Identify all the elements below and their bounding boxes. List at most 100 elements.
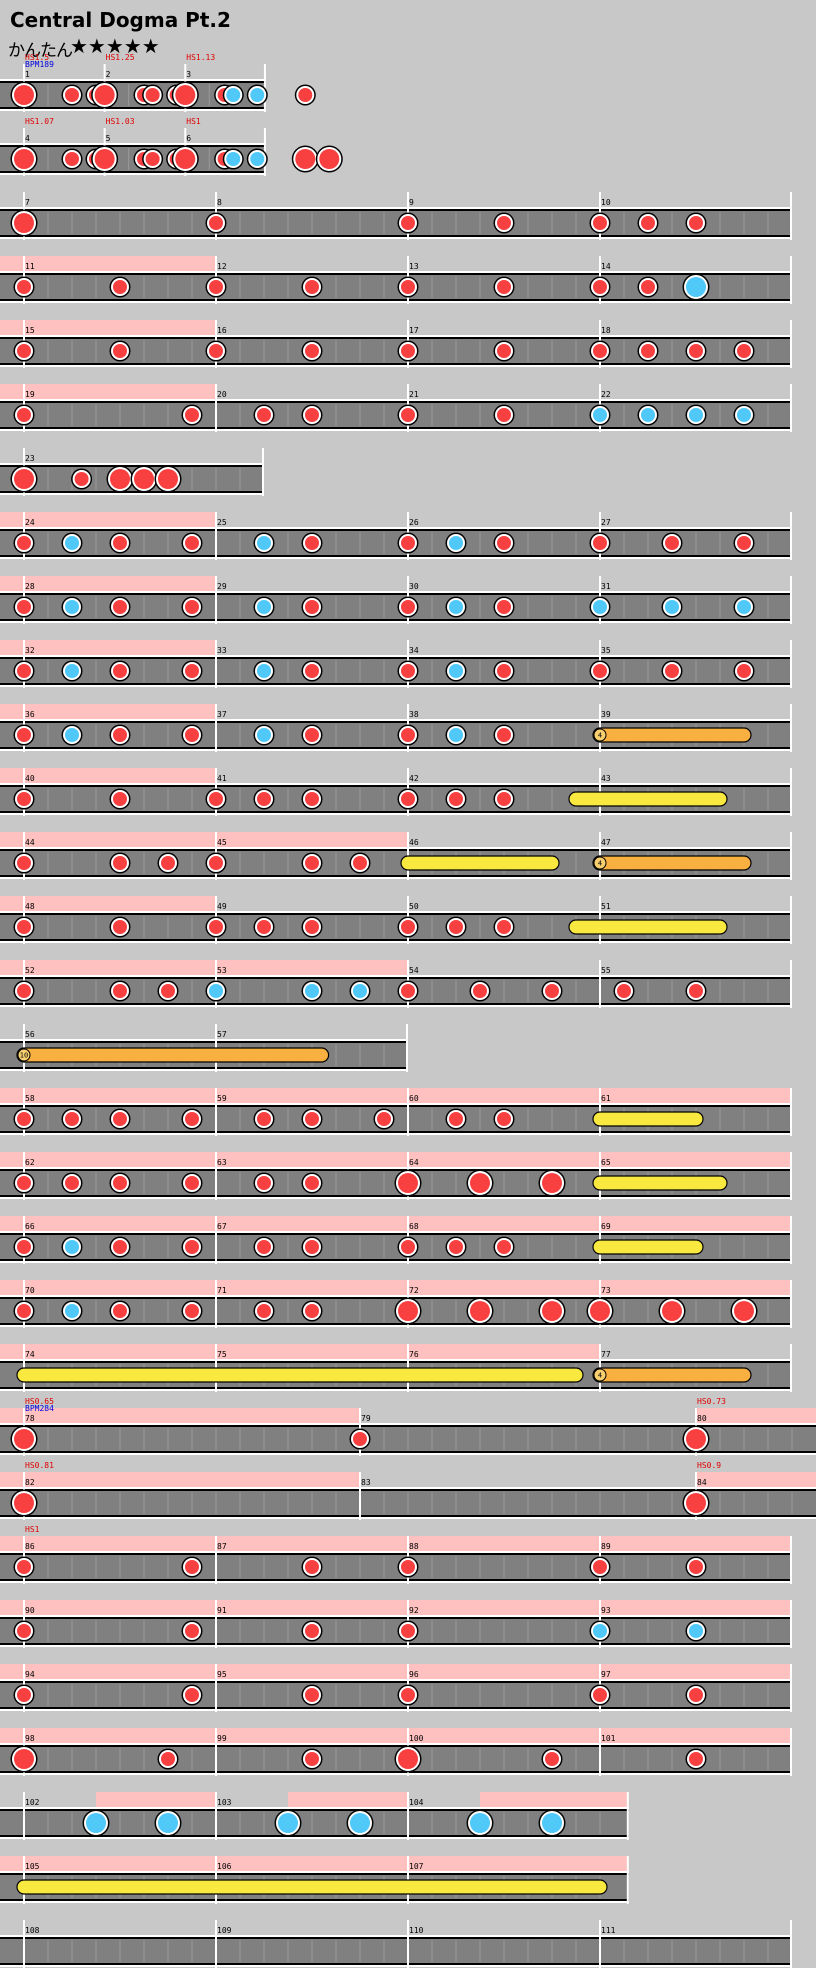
don-note	[401, 216, 415, 230]
don-note	[257, 1304, 271, 1318]
measure-number: 83	[361, 1478, 371, 1487]
measure-number: 91	[217, 1606, 227, 1615]
ka-note	[257, 664, 271, 678]
don-note	[113, 920, 127, 934]
ka-note	[449, 664, 463, 678]
don-note	[113, 856, 127, 870]
measure-number: 96	[409, 1670, 419, 1679]
don-note	[185, 1176, 199, 1190]
lane-border	[0, 721, 792, 723]
don-note	[401, 792, 415, 806]
don-note	[185, 728, 199, 742]
lane-rim	[0, 143, 266, 145]
lane-rim	[0, 1133, 792, 1135]
measure-number: 57	[217, 1030, 227, 1039]
measure-number: 108	[25, 1926, 40, 1935]
don-note	[65, 88, 79, 102]
don-note	[113, 1176, 127, 1190]
don-note	[353, 856, 367, 870]
lane-border	[0, 235, 792, 237]
measure-number: 87	[217, 1542, 227, 1551]
don-note	[161, 856, 175, 870]
measure-number: 76	[409, 1350, 419, 1359]
measure-number: 13	[409, 262, 419, 271]
don-note	[17, 1240, 31, 1254]
don-note	[305, 1560, 319, 1574]
lane	[0, 1554, 792, 1580]
lane-rim	[0, 1965, 792, 1967]
don-note	[401, 984, 415, 998]
lane-rim	[0, 1581, 792, 1583]
don-note	[401, 1240, 415, 1254]
don-note	[113, 664, 127, 678]
measure-number: 86	[25, 1542, 35, 1551]
measure-number: 45	[217, 838, 227, 847]
measure-number: 7	[25, 198, 30, 207]
balloon-count: 4	[598, 732, 602, 740]
lane-rim	[0, 173, 266, 175]
lane-rim	[0, 1261, 792, 1263]
big-don-note	[14, 1749, 34, 1769]
ka-note	[665, 600, 679, 614]
scroll-speed-label: HS1.25	[106, 53, 135, 62]
scroll-speed-label: HS1	[186, 117, 201, 126]
lane-border	[0, 81, 266, 83]
lane-rim	[0, 1103, 792, 1105]
lane-rim	[0, 1551, 792, 1553]
measure-number: 15	[25, 326, 35, 335]
don-note	[305, 1112, 319, 1126]
drumroll-note	[17, 1368, 583, 1382]
don-note	[305, 1752, 319, 1766]
don-note	[65, 152, 79, 166]
lane-border	[0, 209, 792, 211]
don-note	[737, 344, 751, 358]
lane-border	[0, 1169, 792, 1171]
lane-border	[0, 1041, 408, 1043]
don-note	[401, 728, 415, 742]
measure-number: 53	[217, 966, 227, 975]
don-note	[209, 792, 223, 806]
measure-number: 89	[601, 1542, 611, 1551]
measure-number: 33	[217, 646, 227, 655]
don-note	[497, 216, 511, 230]
measure-number: 78	[25, 1414, 35, 1423]
ka-note	[65, 1304, 79, 1318]
big-don-note	[734, 1301, 754, 1321]
ka-note	[737, 408, 751, 422]
ka-note	[65, 664, 79, 678]
measure-number: 60	[409, 1094, 419, 1103]
don-note	[449, 792, 463, 806]
don-note	[113, 344, 127, 358]
don-note	[401, 920, 415, 934]
don-note	[593, 664, 607, 678]
don-note	[305, 344, 319, 358]
don-note	[305, 1304, 319, 1318]
measure-number: 61	[601, 1094, 611, 1103]
don-note	[449, 920, 463, 934]
measure-number: 41	[217, 774, 227, 783]
lane-rim	[0, 749, 792, 751]
ka-note	[250, 88, 264, 102]
measure-number: 62	[25, 1158, 35, 1167]
don-note	[161, 1752, 175, 1766]
don-note	[185, 1624, 199, 1638]
don-note	[305, 600, 319, 614]
measure-number: 25	[217, 518, 227, 527]
lane-rim	[0, 1453, 816, 1455]
measure-number: 10	[601, 198, 611, 207]
balloon-count: 4	[598, 1372, 602, 1380]
big-don-note	[14, 149, 34, 169]
lane-border	[0, 337, 792, 339]
don-note	[113, 1240, 127, 1254]
don-note	[305, 1688, 319, 1702]
don-note	[257, 792, 271, 806]
lane-rim	[0, 1167, 792, 1169]
lane-rim	[0, 1743, 792, 1745]
don-note	[401, 536, 415, 550]
lane-border	[0, 1195, 792, 1197]
lane-rim	[0, 1359, 792, 1361]
measure-number: 95	[217, 1670, 227, 1679]
lane-border	[0, 491, 264, 493]
don-note	[257, 408, 271, 422]
ka-note	[689, 408, 703, 422]
